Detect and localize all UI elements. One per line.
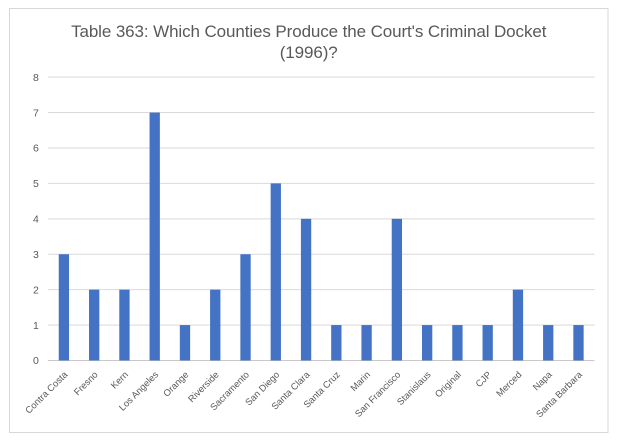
svg-text:4: 4	[33, 214, 39, 226]
svg-text:8: 8	[33, 72, 39, 84]
svg-text:5: 5	[33, 178, 39, 190]
svg-text:6: 6	[33, 143, 39, 155]
svg-text:Table 363: Which Counties Prod: Table 363: Which Counties Produce the Co…	[71, 22, 547, 41]
svg-text:2: 2	[33, 284, 39, 296]
svg-text:0: 0	[33, 355, 39, 367]
svg-text:1: 1	[33, 320, 39, 332]
svg-text:7: 7	[33, 107, 39, 119]
svg-text:(1996)?: (1996)?	[280, 43, 338, 62]
svg-text:3: 3	[33, 249, 39, 261]
